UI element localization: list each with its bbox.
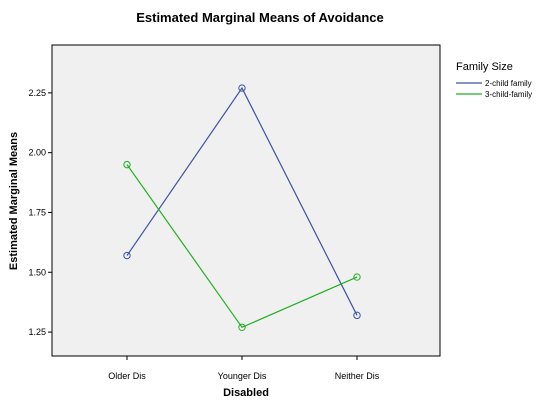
x-tick-label: Older Dis	[108, 371, 146, 381]
y-axis-label: Estimated Marginal Means	[8, 132, 20, 270]
data-point	[238, 323, 246, 331]
chart-title: Estimated Marginal Means of Avoidance	[136, 10, 384, 25]
y-tick-label: 1.50	[28, 267, 46, 277]
series-layer	[123, 84, 361, 331]
plot-area	[51, 44, 441, 357]
x-axis: Older Dis Younger Dis Neither Dis	[108, 356, 380, 381]
legend-label: 3-child-family	[485, 90, 532, 99]
series-line	[126, 86, 358, 316]
data-point	[238, 84, 246, 92]
legend-items: 2-child family 3-child-family	[456, 79, 532, 99]
data-point	[123, 251, 131, 260]
legend-title: Family Size	[456, 61, 513, 73]
x-tick-label: Younger Dis	[218, 371, 267, 381]
data-point	[353, 311, 361, 320]
y-tick-label: 1.25	[28, 327, 46, 337]
legend-label: 2-child family	[485, 79, 532, 88]
data-point	[353, 273, 361, 281]
y-tick-label: 2.25	[28, 88, 46, 98]
y-tick-label: 2.00	[28, 148, 46, 158]
x-tick-label: Neither Dis	[335, 371, 380, 381]
series-line	[126, 164, 358, 329]
y-axis: 1.25 1.50 1.75 2.00 2.25	[28, 88, 52, 337]
x-axis-label: Disabled	[223, 387, 269, 399]
y-tick-label: 1.75	[28, 207, 46, 217]
legend: Family Size 2-child family 3-child-family	[456, 61, 532, 99]
data-point	[123, 160, 131, 169]
